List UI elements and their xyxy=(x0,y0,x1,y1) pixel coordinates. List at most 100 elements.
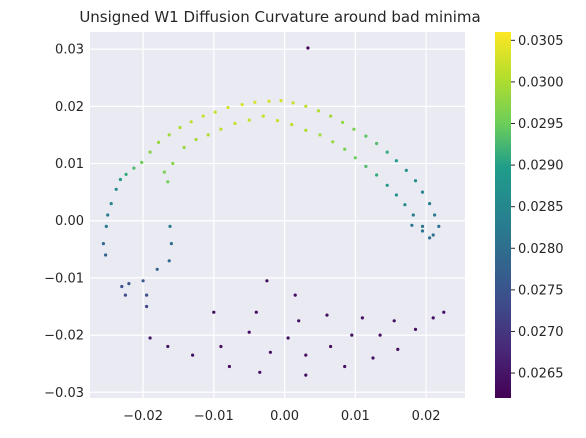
plot-area xyxy=(90,32,465,398)
data-point xyxy=(316,109,321,113)
data-point xyxy=(169,242,173,246)
data-point xyxy=(411,213,415,217)
data-point xyxy=(206,133,210,137)
data-point xyxy=(166,344,170,349)
data-point xyxy=(109,202,113,206)
colorbar-tick-label: 0.0280 xyxy=(518,242,564,257)
data-point xyxy=(396,347,400,351)
data-point xyxy=(168,224,172,228)
data-point xyxy=(413,179,418,183)
data-point xyxy=(178,125,182,130)
data-point xyxy=(268,350,272,354)
data-point xyxy=(431,233,435,237)
data-point xyxy=(431,316,435,320)
data-point xyxy=(385,150,389,154)
data-point xyxy=(279,99,283,103)
data-point xyxy=(341,120,345,124)
data-point xyxy=(155,267,159,271)
data-point xyxy=(304,104,308,108)
y-tick-label: 0.02 xyxy=(55,100,84,115)
data-point xyxy=(171,161,175,166)
data-point xyxy=(350,333,354,337)
data-point xyxy=(141,279,145,283)
data-point xyxy=(127,282,131,286)
data-point xyxy=(123,293,127,297)
colorbar-tick-label: 0.0305 xyxy=(518,34,564,49)
y-tick-label: 0.01 xyxy=(55,157,84,172)
data-point xyxy=(219,344,223,349)
colorbar-tick-label: 0.0300 xyxy=(518,75,564,90)
data-point xyxy=(194,137,198,142)
data-point xyxy=(353,156,357,160)
data-point xyxy=(378,333,382,337)
data-points xyxy=(101,46,446,377)
data-point xyxy=(167,259,171,263)
data-point xyxy=(304,353,308,357)
data-point xyxy=(118,177,122,182)
data-point xyxy=(140,160,144,164)
data-point xyxy=(343,364,347,369)
chart-title: Unsigned W1 Diffusion Curvature around b… xyxy=(79,8,480,26)
data-point xyxy=(371,356,375,360)
data-point xyxy=(394,193,398,197)
y-axis-ticks: −0.03 −0.02 −0.01 0.00 0.01 0.02 0.03 xyxy=(44,43,84,401)
colorbar-ticks: 0.0265 0.0270 0.0275 0.0280 0.0285 0.0290 0.02… xyxy=(511,34,564,382)
data-point xyxy=(428,202,432,206)
colorbar xyxy=(495,32,511,398)
data-point xyxy=(104,224,108,228)
colorbar-tick-label: 0.0295 xyxy=(518,117,564,132)
data-point xyxy=(375,141,379,146)
data-point xyxy=(267,99,271,103)
data-point xyxy=(420,190,425,194)
data-point xyxy=(291,101,295,105)
data-point xyxy=(352,127,356,131)
y-tick-label: 0.03 xyxy=(55,43,84,58)
x-tick-label: 0.02 xyxy=(412,409,441,424)
data-point xyxy=(157,140,161,144)
data-point xyxy=(343,147,347,151)
data-point xyxy=(304,373,308,377)
data-point xyxy=(394,159,398,163)
data-point xyxy=(275,119,280,123)
colorbar-tick-label: 0.0270 xyxy=(518,325,564,340)
data-point xyxy=(227,364,231,369)
data-point xyxy=(433,213,437,217)
data-point xyxy=(331,140,335,144)
data-point xyxy=(318,133,322,137)
colorbar-tick-label: 0.0285 xyxy=(518,200,564,215)
data-point xyxy=(166,180,170,184)
data-point xyxy=(375,173,379,177)
data-point xyxy=(101,242,105,246)
data-point xyxy=(442,310,446,314)
data-point xyxy=(428,236,432,240)
grid-lines xyxy=(90,32,465,398)
data-point xyxy=(189,120,193,124)
data-point xyxy=(247,118,251,122)
data-point xyxy=(104,253,108,257)
data-point xyxy=(420,224,425,228)
data-point xyxy=(420,229,425,233)
data-point xyxy=(120,284,124,289)
data-point xyxy=(297,319,301,323)
data-point xyxy=(286,336,290,340)
data-point xyxy=(124,172,128,176)
x-tick-label: 0.00 xyxy=(270,409,299,424)
data-point xyxy=(145,293,149,297)
data-point xyxy=(306,46,310,50)
data-point xyxy=(254,310,258,314)
data-point xyxy=(392,319,396,323)
data-point xyxy=(114,187,118,191)
data-point xyxy=(191,353,195,357)
y-tick-label: −0.03 xyxy=(44,386,84,401)
data-point xyxy=(329,114,333,118)
colorbar-tick-label: 0.0265 xyxy=(518,367,564,382)
data-point xyxy=(106,213,110,217)
data-point xyxy=(219,127,223,131)
data-point xyxy=(437,224,441,228)
data-point xyxy=(325,313,329,317)
data-point xyxy=(132,166,136,170)
data-point xyxy=(240,103,244,107)
data-point xyxy=(162,170,166,174)
data-point xyxy=(213,110,217,114)
